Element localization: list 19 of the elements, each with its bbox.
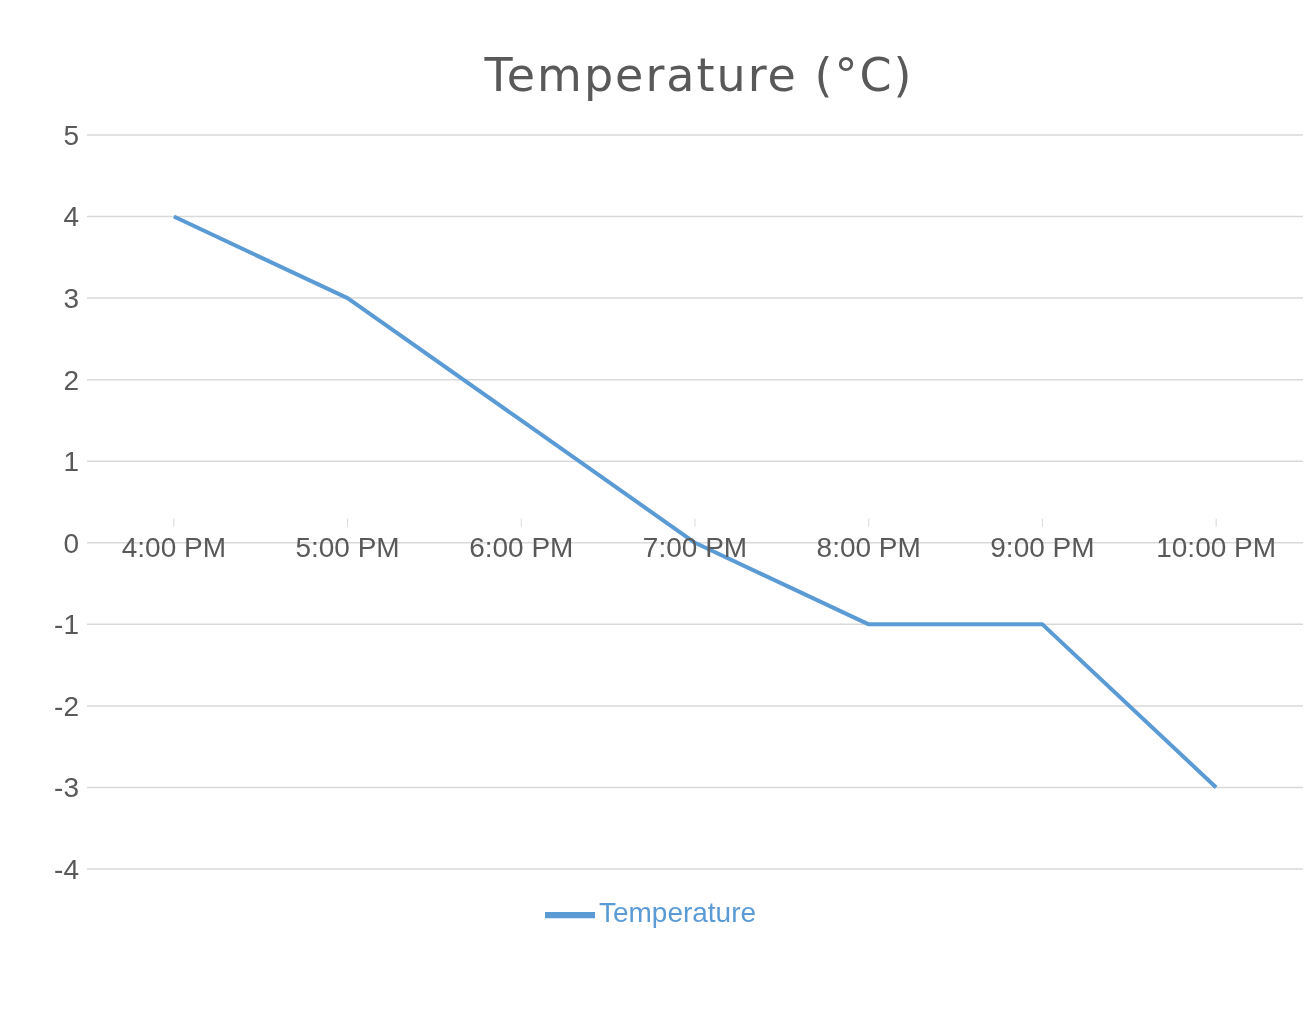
y-tick-label: -4 <box>54 853 79 885</box>
y-tick-label: 3 <box>63 283 79 315</box>
legend-label: Temperature <box>598 897 757 929</box>
x-tick-label: 6:00 PM <box>469 531 574 563</box>
x-tick-label: 8:00 PM <box>816 531 921 563</box>
y-tick-label: -3 <box>54 772 79 804</box>
y-tick-label: 1 <box>63 446 79 478</box>
y-tick-label: -2 <box>54 690 79 722</box>
y-tick-label: -1 <box>54 609 79 641</box>
x-tick-label: 4:00 PM <box>121 531 226 563</box>
chart-title: Temperature (°C) <box>483 48 915 102</box>
x-tick-label: 9:00 PM <box>990 531 1095 563</box>
y-tick-label: 0 <box>63 527 79 559</box>
x-tick-label: 5:00 PM <box>295 531 400 563</box>
y-tick-label: 5 <box>63 119 79 151</box>
x-tick-label: 10:00 PM <box>1156 531 1277 563</box>
y-tick-label: 2 <box>63 364 79 396</box>
y-tick-label: 4 <box>63 201 79 233</box>
x-tick-label: 7:00 PM <box>642 531 748 563</box>
